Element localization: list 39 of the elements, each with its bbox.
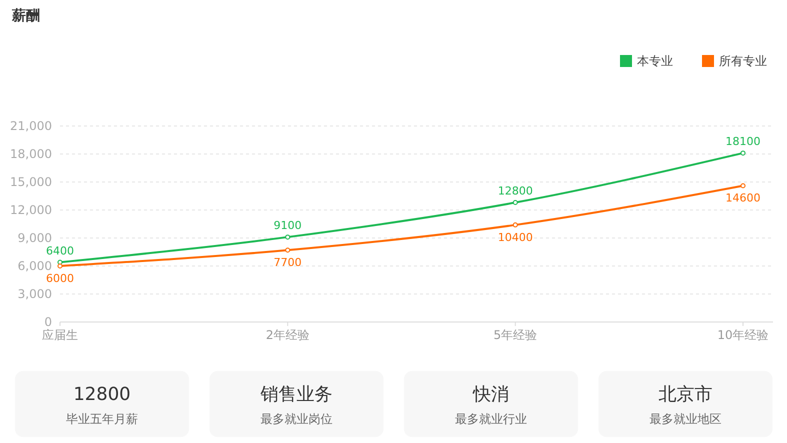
x-tick-label: 10年经验 [717, 328, 769, 342]
text: 最多就业行业 [455, 412, 527, 426]
point [285, 234, 290, 240]
text: 北京市 [658, 384, 712, 405]
point [740, 150, 746, 156]
x-tick-label: 2年经验 [266, 328, 310, 342]
data-label: 14600 [726, 192, 760, 205]
text: 快消 [472, 384, 509, 405]
legend-label: 本专业 [637, 54, 673, 68]
data-label: 6400 [46, 244, 74, 258]
legend-label: 所有专业 [719, 54, 767, 68]
y-tick-label: 21,000 [10, 119, 52, 134]
point [285, 248, 290, 253]
data-label: 18100 [726, 135, 760, 148]
y-tick-label: 12,000 [10, 203, 52, 218]
text: 最多就业地区 [650, 412, 722, 426]
chart-title: 薪酬 [11, 8, 40, 24]
y-tick-label: 15,000 [10, 175, 52, 190]
data-label: 6000 [46, 272, 74, 285]
data-label: 9100 [274, 219, 302, 232]
y-tick-label: 6,000 [18, 259, 52, 274]
point [740, 183, 746, 188]
y-tick-label: 18,000 [10, 147, 52, 162]
x-tick-label: 5年经验 [494, 328, 538, 342]
data-label: 7700 [274, 256, 302, 270]
x-tick-label: 应届生 [42, 328, 78, 342]
data-label: 12800 [498, 184, 533, 198]
data-label: 10400 [498, 230, 533, 244]
y-tick-label: 9,000 [18, 231, 52, 246]
point [512, 200, 518, 206]
point [58, 260, 62, 265]
text: 12800 [73, 384, 131, 405]
point [512, 222, 518, 228]
y-tick-label: 0 [44, 315, 52, 330]
text: 销售业务 [260, 384, 332, 405]
y-tick-label: 3,000 [18, 287, 52, 302]
text: 毕业五年月薪 [66, 412, 138, 426]
point [58, 264, 62, 268]
text: 最多就业岗位 [260, 412, 332, 426]
